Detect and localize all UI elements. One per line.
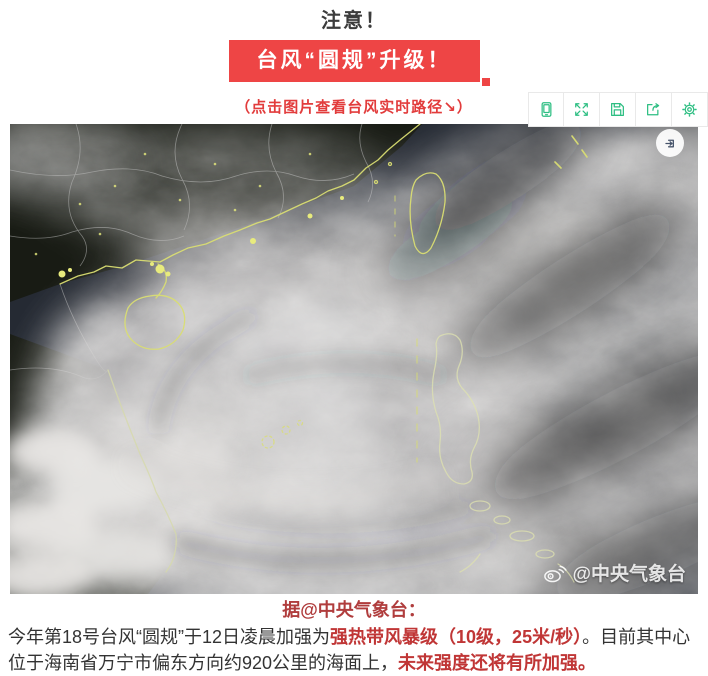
coastlines: [59, 124, 588, 583]
body-segment-highlight: 强热带风暴级（10级，25米/秒）: [330, 627, 583, 647]
enter-fullscreen-button[interactable]: [656, 129, 684, 157]
fullscreen-button[interactable]: [564, 92, 600, 127]
share-button[interactable]: [636, 92, 672, 127]
banner-corner-decoration: [481, 78, 490, 86]
share-arrow-icon: [645, 101, 662, 118]
save-image-button[interactable]: [600, 92, 636, 127]
typhoon-satellite-image[interactable]: @中央气象台: [10, 124, 698, 594]
article-paragraph: 今年第18号台风“圆规”于12日凌晨加强为强热带风暴级（10级，25米/秒）。目…: [0, 623, 708, 676]
page-title: 注意！: [321, 10, 387, 32]
body-segment: 今年第18号台风“圆规”于12日凌晨加强为: [8, 627, 331, 647]
settings-button[interactable]: [672, 92, 708, 127]
typhoon-upgrade-banner: 台风“圆规”升级！: [228, 40, 490, 86]
body-segment: 。目前其中心位于海南省万宁市偏东方向约920公里的海面上，: [8, 627, 691, 673]
gear-icon: [681, 101, 698, 118]
expand-arrows-icon: [573, 101, 590, 118]
city-lights: [34, 152, 344, 278]
floppy-disk-icon: [609, 101, 626, 118]
banner-label: 台风“圆规”升级！: [256, 49, 452, 72]
source-caption: 据@中央气象台：: [282, 600, 426, 620]
tablet-icon: [538, 101, 555, 118]
enter-fullscreen-icon: [663, 136, 678, 151]
satellite-cloud-graphic: [10, 124, 698, 594]
image-click-hint: （点击图片查看台风实时路径↘）: [235, 99, 473, 116]
hint-row: （点击图片查看台风实时路径↘）: [0, 90, 708, 127]
image-toolbar: [528, 92, 708, 127]
banner-row: 台风“圆规”升级！: [0, 40, 708, 86]
mobile-view-button[interactable]: [528, 92, 564, 127]
body-segment-highlight: 未来强度还将有所加强。: [398, 653, 597, 673]
